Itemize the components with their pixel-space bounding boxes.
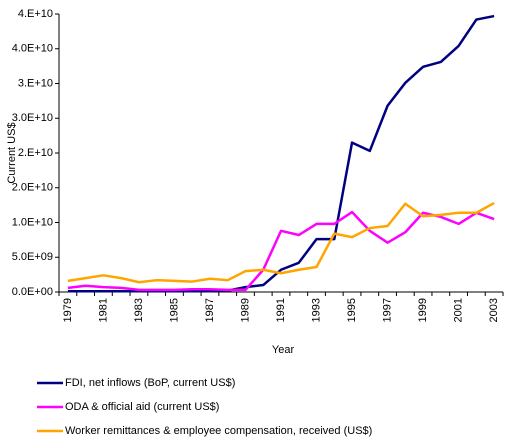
y-tick-label: 5.0E+09: [12, 251, 53, 263]
y-tick-label: 2.0E+10: [12, 182, 53, 194]
x-axis-label: Year: [272, 344, 295, 356]
series-line: [67, 210, 495, 292]
x-tick-label: 2003: [488, 298, 500, 322]
y-tick-label: 2.E+10: [18, 147, 53, 159]
y-axis-label: Current US$: [6, 122, 18, 183]
x-tick-label: 2001: [453, 298, 465, 322]
y-tick-label: 0.0E+00: [12, 286, 53, 298]
x-tick-label: 1981: [97, 298, 109, 322]
x-tick-label: 1987: [204, 298, 216, 322]
y-tick-label: 1.0E+10: [12, 216, 53, 228]
x-tick-label: 1999: [417, 298, 429, 322]
x-tick-label: 1985: [168, 298, 180, 322]
x-tick-label: 1995: [346, 298, 358, 322]
x-tick-label: 1993: [310, 298, 322, 322]
x-tick-label: 1989: [239, 298, 251, 322]
x-tick-label: 1997: [381, 298, 393, 322]
legend-label: FDI, net inflows (BoP, current US$): [65, 377, 235, 389]
legend-label: ODA & official aid (current US$): [65, 401, 219, 413]
series-line: [67, 14, 495, 293]
y-tick-label: 3.E+10: [18, 77, 53, 89]
x-tick-label: 1991: [275, 298, 287, 322]
x-tick-label: 1983: [133, 298, 145, 322]
series-line: [67, 201, 495, 284]
y-tick-label: 4.E+10: [18, 8, 53, 20]
legend-label: Worker remittances & employee compensati…: [65, 425, 372, 437]
y-tick-label: 3.0E+10: [12, 112, 53, 124]
y-tick-label: 4.0E+10: [12, 43, 53, 55]
x-tick-label: 1979: [62, 298, 74, 322]
